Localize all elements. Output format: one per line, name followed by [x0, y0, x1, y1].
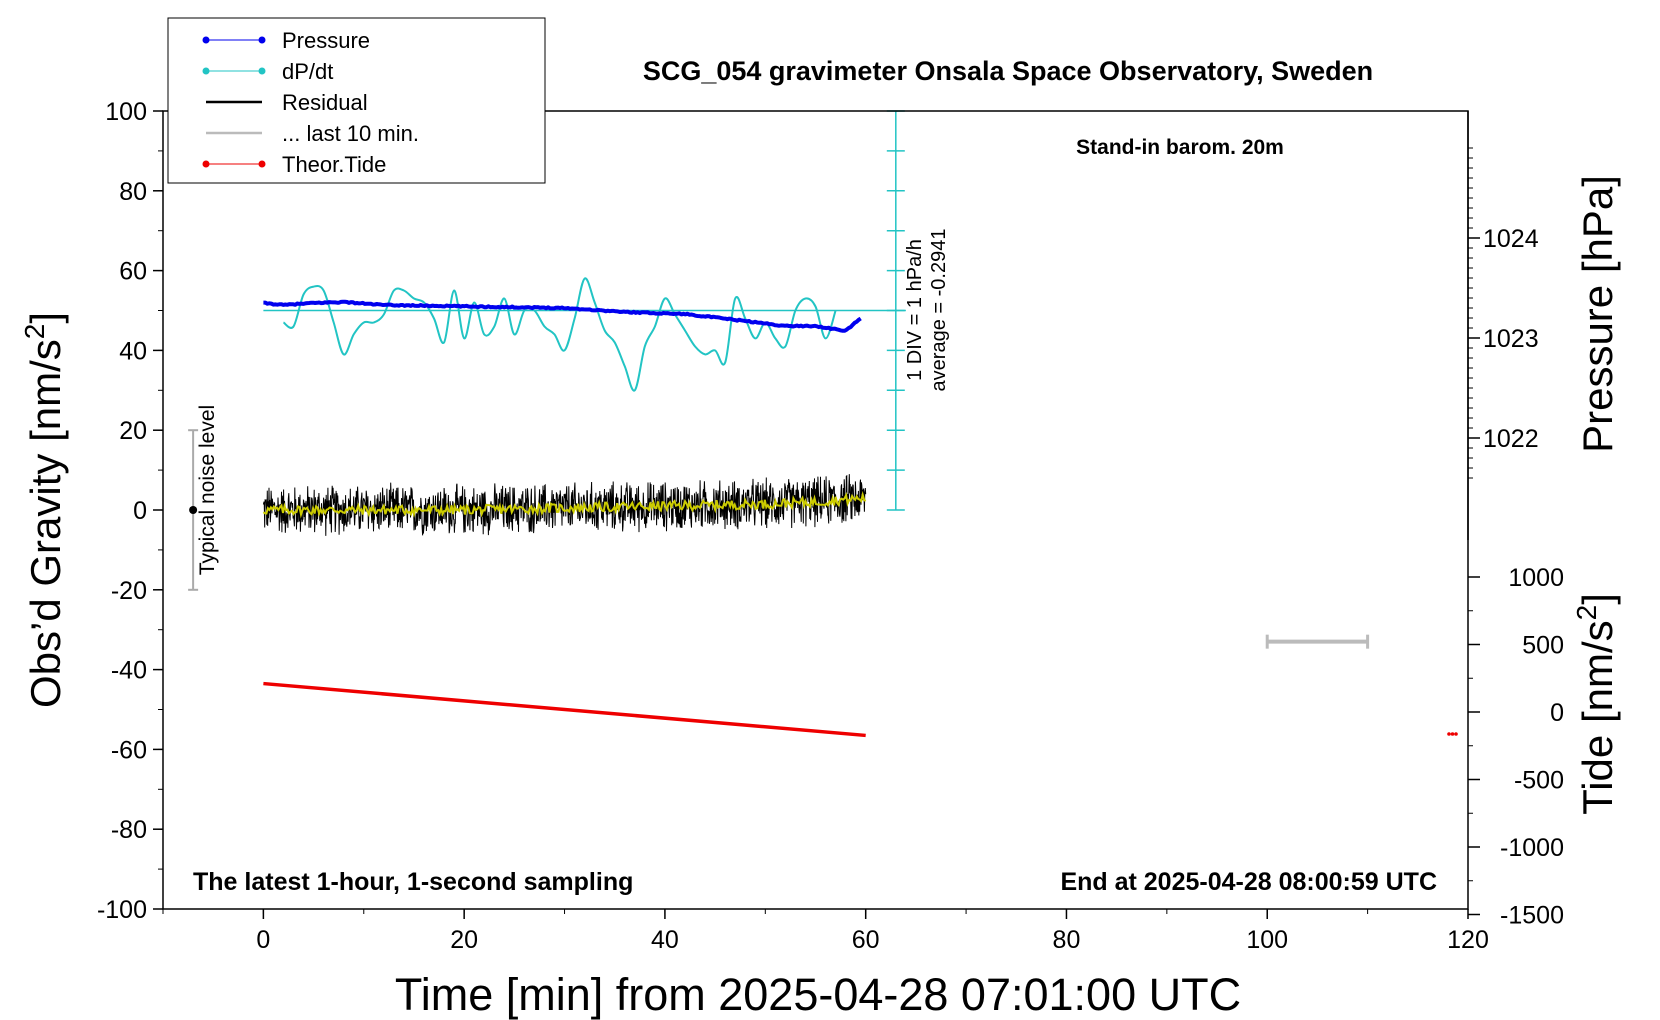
y-tick-label: 60 — [119, 258, 147, 286]
x-tick-label: 40 — [651, 926, 679, 954]
x-tick-label: 80 — [1053, 926, 1081, 954]
legend-swatch-marker — [258, 36, 266, 44]
tide-series — [263, 681, 866, 738]
y-tick-label: 80 — [119, 178, 147, 206]
noise-bar-center — [189, 506, 198, 514]
residual-smoothed-series — [262, 490, 867, 519]
tide-tick-label: 500 — [1522, 632, 1564, 660]
chart-title: SCG_054 gravimeter Onsala Space Observat… — [643, 56, 1373, 86]
tide-tick-label: -1500 — [1500, 902, 1564, 930]
tide-marker — [1454, 732, 1458, 736]
legend-swatch-marker — [202, 160, 210, 168]
legend-swatch-marker — [202, 67, 210, 75]
dpdt-series — [282, 277, 837, 392]
y-tick-label: 0 — [133, 497, 147, 525]
noise-level-label: Typical noise level — [196, 405, 219, 575]
pressure-series — [263, 299, 862, 333]
legend-label: Residual — [282, 90, 368, 115]
tide-marker — [1447, 732, 1451, 736]
y-tick-label: 100 — [105, 98, 147, 126]
barometer-note: Stand-in barom. 20m — [1076, 136, 1284, 159]
pressure-tick-label: 1024 — [1483, 225, 1539, 253]
x-axis-label: Time [min] from 2025-04-28 07:01:00 UTC — [395, 969, 1241, 1020]
dpdt-average-label: average = -0.2941 — [928, 229, 950, 392]
legend-swatch-marker — [202, 36, 210, 44]
pressure-tick-label: 1022 — [1483, 425, 1539, 453]
tide-tick-label: 1000 — [1508, 564, 1564, 592]
y-tick-label: 20 — [119, 417, 147, 445]
y-tick-label: -100 — [97, 896, 147, 924]
legend-label: ... last 10 min. — [282, 121, 419, 146]
legend: Pressure dP/dt Residual ... last 10 min. The… — [167, 17, 546, 184]
x-tick-label: 20 — [450, 926, 478, 954]
y-tick-label: 40 — [119, 337, 147, 365]
y-tick-label: -80 — [111, 816, 147, 844]
tide-tick-label: 0 — [1550, 699, 1564, 727]
tide-tick-label: -500 — [1514, 767, 1564, 795]
tide-tick-label: -1000 — [1500, 834, 1564, 862]
legend-swatch-marker — [258, 160, 266, 168]
y-tick-label: -40 — [111, 657, 147, 685]
legend-label: Pressure — [282, 28, 370, 53]
dpdt-div-label: 1 DIV = 1 hPa/h — [904, 239, 926, 381]
x-tick-label: 0 — [256, 926, 270, 954]
legend-swatch-marker — [258, 67, 266, 75]
y-tick-label: -20 — [111, 577, 147, 605]
x-tick-label: 120 — [1447, 926, 1489, 954]
x-tick-label: 60 — [852, 926, 880, 954]
sampling-note: The latest 1-hour, 1-second sampling — [193, 868, 633, 896]
pressure-tick-label: 1023 — [1483, 325, 1539, 353]
legend-label: dP/dt — [282, 59, 333, 84]
end-time-note: End at 2025-04-28 08:00:59 UTC — [1060, 868, 1437, 896]
data-layer — [188, 110, 1458, 738]
tide-axis-label: Tide [nm/s2] — [1571, 593, 1621, 815]
y-tick-label: -60 — [111, 736, 147, 764]
axes-layer: 0 20 40 60 80 100 120 100 80 60 40 20 0 -20 -40 -60 -80 -… — [97, 98, 1564, 954]
legend-label: Theor.Tide — [282, 152, 386, 177]
y-axis-label: Obs’d Gravity [nm/s2] — [19, 312, 69, 708]
pressure-axis-label: Pressure [hPa] — [1574, 175, 1621, 453]
residual-series — [262, 474, 867, 536]
x-tick-label: 100 — [1246, 926, 1288, 954]
legend-box — [167, 17, 546, 184]
tide-marker — [1450, 732, 1455, 736]
